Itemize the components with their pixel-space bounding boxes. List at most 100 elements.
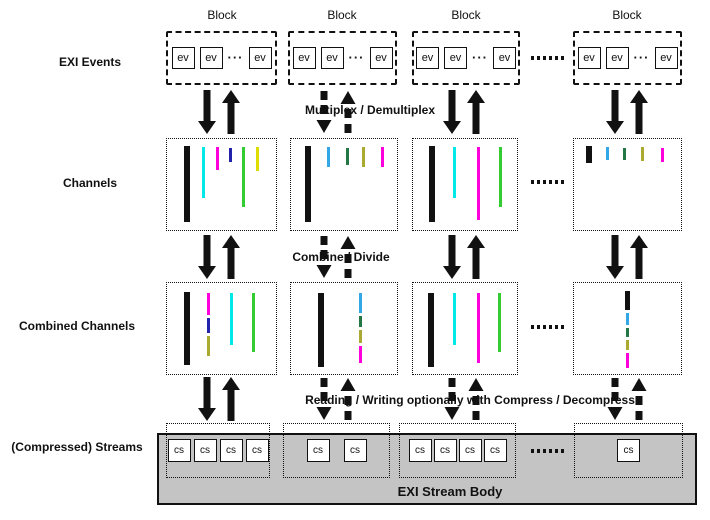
combined-channels-box [166, 282, 277, 375]
channels-box [412, 138, 518, 231]
down-arrow-icon [443, 90, 461, 134]
channels-line-green [499, 147, 502, 207]
transform-arrow-pair [315, 90, 357, 134]
cs-box: cs [343, 439, 367, 462]
ellipsis: ··· [633, 50, 650, 65]
transform-arrow-pair [315, 377, 357, 421]
combined-line-magenta [207, 293, 210, 315]
combined-line-blue [626, 313, 629, 325]
ev-box: ev [493, 47, 516, 69]
ellipsis: ··· [227, 50, 244, 65]
channels-line-black [429, 146, 435, 222]
block-title: Block [207, 8, 237, 22]
ev-box: ev [369, 47, 393, 69]
channels-box [166, 138, 277, 231]
ellipsis: ··· [472, 50, 488, 65]
channels-line-yellow [256, 147, 259, 171]
ev-box: ev [248, 47, 272, 69]
row-label-compressed-streams: (Compressed) Streams [11, 440, 143, 454]
transform-arrow-pair [315, 235, 357, 279]
block-box: ev ev ··· ev [573, 31, 682, 85]
up-arrow-icon [631, 378, 647, 420]
channels-line-black [184, 146, 190, 222]
ev-box: ev [320, 47, 344, 69]
cs-box: cs [193, 439, 217, 462]
ev-box: ev [416, 47, 439, 69]
down-arrow-icon [606, 235, 624, 279]
combined-line-olive [359, 330, 362, 343]
channels-line-olive [362, 147, 365, 167]
down-arrow-icon [607, 378, 623, 420]
channels-line-magenta [381, 147, 384, 167]
cs-box: cs [433, 439, 457, 462]
channels-line-magenta [477, 147, 480, 220]
transform-arrow-pair [606, 90, 648, 134]
up-arrow-icon [340, 378, 356, 420]
up-arrow-icon [630, 235, 648, 279]
combined-line-magenta [359, 346, 362, 363]
combined-line-black [428, 293, 434, 367]
channels-line-black [305, 146, 311, 222]
channels-line-green [242, 147, 245, 207]
stream-group: cs cs [283, 423, 390, 478]
combined-line-green [252, 293, 255, 352]
combined-line-cyan [453, 293, 456, 345]
up-arrow-icon [630, 90, 648, 134]
down-arrow-icon [316, 236, 332, 278]
ev-box: ev [605, 47, 629, 69]
up-arrow-icon [340, 91, 356, 133]
combine-divide-label: Combine / Divide [292, 250, 390, 264]
down-arrow-icon [444, 378, 460, 420]
transform-arrow-pair [443, 90, 485, 134]
channels-line-blue [327, 147, 330, 167]
transform-arrow-pair [443, 377, 485, 421]
down-arrow-icon [198, 235, 216, 279]
continuation-dots-icon [531, 449, 564, 453]
transform-arrow-pair [198, 377, 240, 421]
block-box: ev ev ··· ev [288, 31, 397, 85]
cs-box: cs [245, 439, 269, 462]
row-label-exi-events: EXI Events [58, 55, 122, 69]
down-arrow-icon [198, 90, 216, 134]
transform-arrow-pair [198, 235, 240, 279]
channels-line-magenta [661, 148, 664, 162]
ellipsis: ··· [348, 50, 365, 65]
combined-line-green [498, 293, 501, 352]
up-arrow-icon [467, 235, 485, 279]
row-label-combined-channels: Combined Channels [18, 319, 135, 333]
cs-box: cs [167, 439, 191, 462]
combined-line-magenta [626, 353, 629, 368]
combined-line-darkgreen [359, 316, 362, 327]
channels-line-cyan [453, 147, 456, 198]
up-arrow-icon [468, 378, 484, 420]
cs-box: cs [219, 439, 243, 462]
stream-group: cs cs cs cs [399, 423, 516, 478]
combined-line-magenta [477, 293, 480, 363]
channels-line-blue [606, 147, 609, 160]
stream-group: cs cs cs cs [166, 423, 270, 478]
continuation-dots-icon [531, 180, 564, 184]
combined-line-cyan [230, 293, 233, 345]
ev-box: ev [577, 47, 601, 69]
ev-box: ev [199, 47, 223, 69]
transform-arrow-pair [443, 235, 485, 279]
block-title: Block [612, 8, 642, 22]
combined-line-olive [207, 336, 210, 356]
stream-group: cs [574, 423, 683, 478]
up-arrow-icon [222, 377, 240, 421]
channels-line-olive [641, 147, 644, 161]
block-box: ev ev ··· ev [166, 31, 277, 85]
transform-arrow-pair [198, 90, 240, 134]
channels-line-black [586, 146, 592, 163]
up-arrow-icon [467, 90, 485, 134]
up-arrow-icon [222, 235, 240, 279]
down-arrow-icon [316, 91, 332, 133]
block-title: Block [327, 8, 357, 22]
ev-box: ev [654, 47, 678, 69]
up-arrow-icon [222, 90, 240, 134]
ev-box: ev [444, 47, 467, 69]
channels-line-darkgreen [346, 148, 349, 165]
combined-line-black [318, 293, 324, 367]
combined-line-olive [626, 340, 629, 350]
